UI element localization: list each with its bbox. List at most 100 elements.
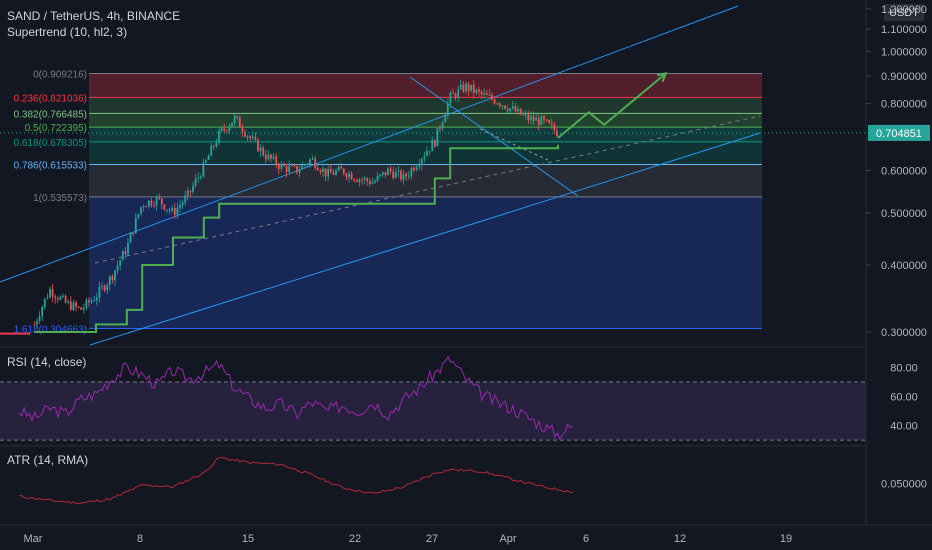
candle-body: [522, 114, 525, 116]
candle-body: [556, 130, 558, 137]
candle-body: [166, 209, 168, 211]
candle-body: [218, 130, 220, 143]
atr-pane-label[interactable]: ATR (14, RMA): [7, 453, 89, 467]
candle-body: [423, 155, 426, 159]
atr-line[interactable]: [18, 457, 573, 505]
candle-body: [355, 180, 358, 182]
candle-body: [314, 158, 317, 168]
candle-body: [210, 145, 213, 156]
rsi-pane-label[interactable]: RSI (14, close): [7, 355, 87, 369]
time-axis-labels[interactable]: Mar 8 15 22 27 Apr 6 12 19: [24, 533, 793, 545]
candle-body: [199, 176, 202, 178]
candle-body: [241, 127, 244, 133]
candle-body: [251, 136, 254, 139]
candle-body: [262, 147, 265, 156]
time-axis-label: 19: [780, 533, 792, 545]
candle-body: [205, 159, 207, 163]
candle-body: [459, 85, 462, 90]
candle-body: [553, 124, 556, 131]
candle-body: [319, 170, 322, 173]
candle-body: [410, 167, 413, 176]
candle-body: [491, 94, 493, 100]
candle-body: [407, 175, 410, 177]
trend-line[interactable]: [89, 132, 761, 346]
candle-body: [288, 166, 291, 172]
candle-body: [506, 108, 509, 112]
candle-body: [129, 232, 132, 243]
usdt-unit-label: USDT: [889, 7, 919, 19]
candle-body: [220, 128, 223, 131]
candle-body: [270, 154, 272, 159]
candle-body: [426, 151, 428, 156]
axes: USDT: [0, 0, 932, 526]
candle-body: [54, 296, 57, 299]
rsi-line[interactable]: [18, 355, 573, 441]
candle-body: [194, 178, 197, 186]
candle-body: [142, 206, 145, 208]
candle-body: [387, 168, 389, 176]
rsi-axis-label: 40.00: [890, 421, 918, 433]
candle-body: [186, 190, 189, 196]
candle-body: [353, 179, 356, 181]
projection-path[interactable]: [557, 72, 667, 139]
time-axis-label: Apr: [499, 533, 516, 545]
candle-body: [103, 285, 106, 291]
candle-body: [322, 168, 324, 173]
candle-body: [296, 165, 298, 173]
fib-level-label: 1(0.535573): [33, 193, 87, 204]
supertrend-up-line[interactable]: [34, 144, 559, 334]
candle-body: [418, 164, 421, 167]
candle-body: [163, 204, 166, 210]
candle-body: [179, 205, 181, 208]
time-axis-label: 15: [242, 533, 254, 545]
candle-body: [285, 166, 288, 172]
candle-body: [337, 166, 340, 171]
candle-body: [293, 165, 296, 167]
supertrend-legend[interactable]: Supertrend (10, hl2, 3): [7, 25, 128, 39]
price-axis-labels[interactable]: 1.200000 1.100000 1.000000 0.900000 0.800000…: [866, 4, 930, 490]
candle-body: [543, 116, 545, 120]
candle-body: [332, 172, 335, 175]
candle-body: [69, 301, 72, 310]
projection-arrowhead: [656, 72, 668, 83]
candle-body: [532, 116, 535, 121]
candle-body: [405, 173, 408, 177]
candle-body: [153, 205, 155, 207]
usdt-unit-box[interactable]: [884, 4, 924, 21]
candle-body: [145, 206, 148, 208]
time-axis-label: 22: [349, 533, 361, 545]
symbol-legend[interactable]: SAND / TetherUS, 4h, BINANCE: [7, 9, 181, 23]
fib-zone: [89, 113, 762, 128]
candle-body: [361, 179, 363, 181]
candle-body: [56, 298, 59, 300]
candle-body: [374, 181, 376, 183]
trend-line[interactable]: [409, 76, 579, 197]
candle-body: [400, 170, 402, 180]
time-axis-label: 6: [583, 533, 589, 545]
candle-body: [49, 289, 51, 298]
fib-zone: [89, 127, 762, 142]
candle-body: [420, 158, 423, 165]
candle-body: [95, 297, 98, 301]
price-axis-label: 0.600000: [881, 165, 927, 177]
candle-body: [168, 209, 171, 211]
candle-body: [511, 106, 514, 109]
trend-line[interactable]: [94, 115, 761, 264]
candle-body: [290, 165, 293, 167]
candle-body: [51, 289, 54, 297]
candle-body: [108, 276, 111, 286]
candle-body: [231, 122, 233, 127]
fib-zone: [89, 164, 762, 197]
current-price-badge[interactable]: [868, 124, 930, 141]
rsi-pane: [0, 355, 866, 441]
candle-body: [527, 114, 530, 121]
candle-body: [124, 251, 127, 255]
candle-body: [454, 93, 457, 98]
trend-line[interactable]: [0, 5, 739, 283]
price-axis-label: 1.200000: [881, 4, 927, 16]
candle-body: [298, 169, 301, 173]
candle-body: [155, 197, 158, 206]
trend-line[interactable]: [479, 128, 549, 161]
candle-body: [449, 92, 452, 104]
